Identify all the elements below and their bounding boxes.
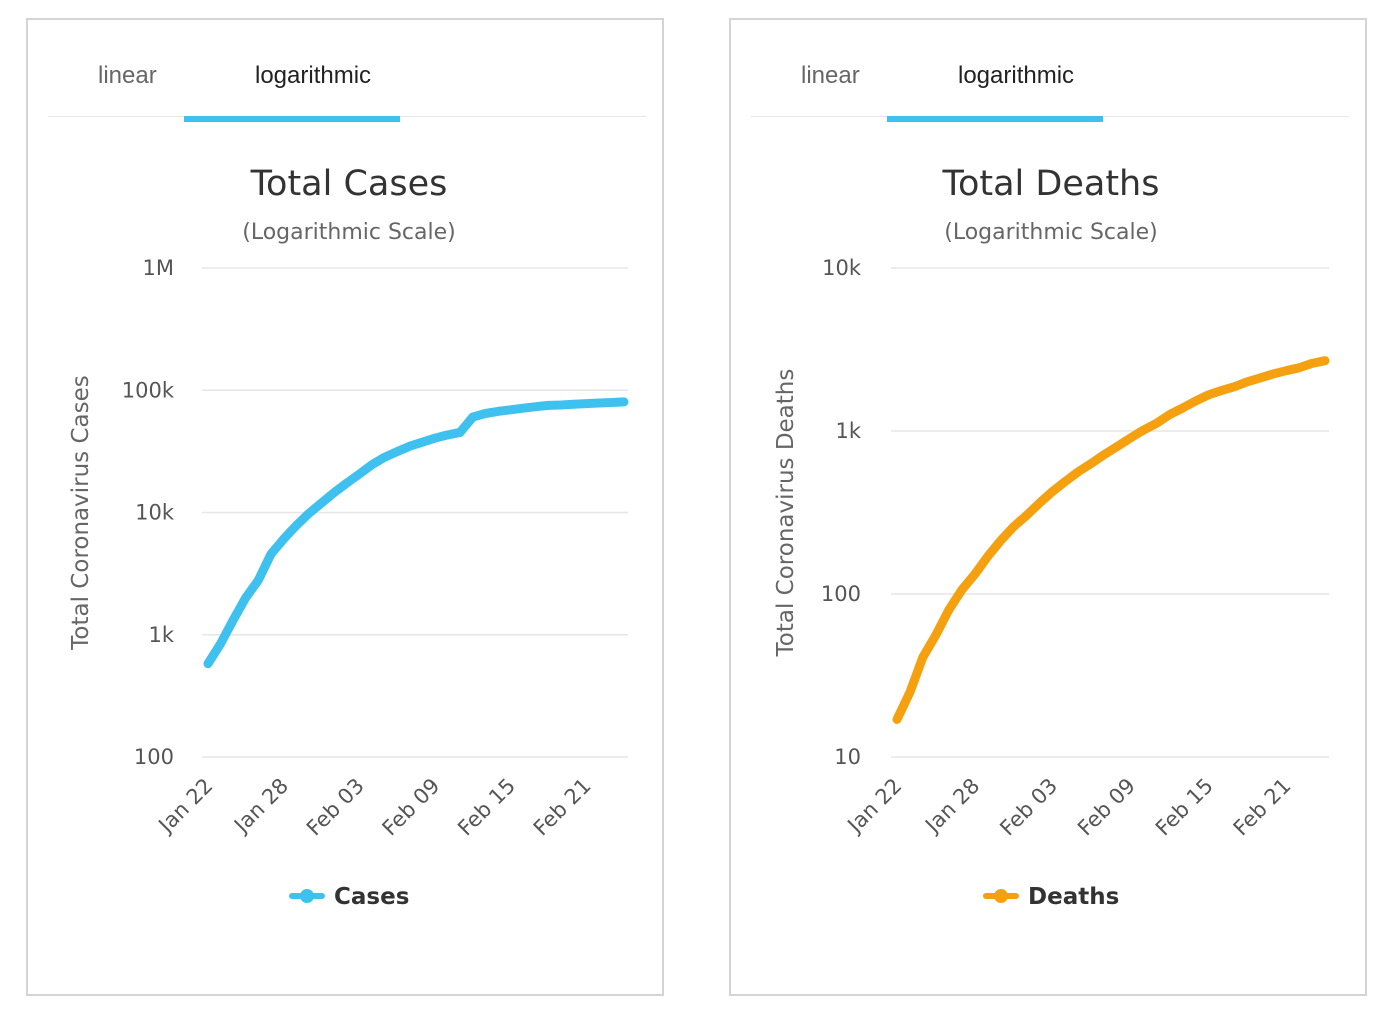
chart-title: Total Deaths	[942, 164, 1160, 204]
deaths-chart-panel: linear logarithmic Total Deaths (Logarith…	[729, 18, 1367, 996]
x-tick-label: Jan 28	[919, 774, 984, 839]
x-tick-label: Jan 22	[153, 774, 218, 839]
y-tick-label: 10	[834, 745, 861, 769]
active-tab-indicator	[184, 116, 400, 122]
x-tick-label: Feb 21	[1229, 774, 1296, 841]
y-tick-label: 100	[134, 745, 174, 769]
y-tick-label: 1k	[835, 419, 861, 443]
x-tick-label: Feb 15	[453, 774, 520, 841]
x-tick-label: Feb 21	[529, 774, 596, 841]
cases-chart-panel: linear logarithmic Total Cases (Logarithm…	[26, 18, 664, 996]
active-tab-indicator	[887, 116, 1103, 122]
tab-linear[interactable]: linear	[98, 62, 157, 89]
y-tick-label: 1k	[148, 623, 174, 647]
chart-subtitle: (Logarithmic Scale)	[944, 220, 1158, 245]
tab-logarithmic[interactable]: logarithmic	[255, 62, 372, 89]
y-tick-label: 10k	[822, 256, 862, 280]
deaths-chart: Total Deaths (Logarithmic Scale) 10 100 1k 10…	[773, 164, 1330, 910]
x-tick-label: Feb 03	[302, 774, 369, 841]
series-line-cases	[203, 397, 629, 669]
x-tick-label: Feb 09	[1073, 774, 1140, 841]
x-tick-label: Feb 03	[995, 774, 1062, 841]
y-tick-label: 100	[821, 582, 861, 606]
y-tick-label: 10k	[135, 501, 175, 525]
x-tick-label: Feb 15	[1151, 774, 1218, 841]
series-line-deaths	[892, 356, 1330, 724]
y-axis-label: Total Coronavirus Cases	[68, 375, 94, 650]
tab-linear[interactable]: linear	[801, 62, 860, 89]
x-tick-label: Jan 22	[842, 774, 907, 839]
tab-logarithmic[interactable]: logarithmic	[958, 62, 1075, 89]
legend-label: Cases	[334, 884, 409, 910]
legend-label: Deaths	[1028, 884, 1119, 910]
y-tick-label: 1M	[143, 256, 174, 280]
y-tick-label: 100k	[122, 378, 175, 402]
legend-marker	[300, 889, 314, 903]
cases-chart: Total Cases (Logarithmic Scale) 100 1k 10k 10…	[68, 164, 629, 910]
x-tick-label: Feb 09	[378, 774, 445, 841]
chart-subtitle: (Logarithmic Scale)	[242, 220, 456, 245]
chart-title: Total Cases	[250, 164, 448, 204]
y-axis-label: Total Coronavirus Deaths	[773, 369, 799, 658]
legend-marker	[994, 889, 1008, 903]
x-tick-label: Jan 28	[228, 774, 293, 839]
